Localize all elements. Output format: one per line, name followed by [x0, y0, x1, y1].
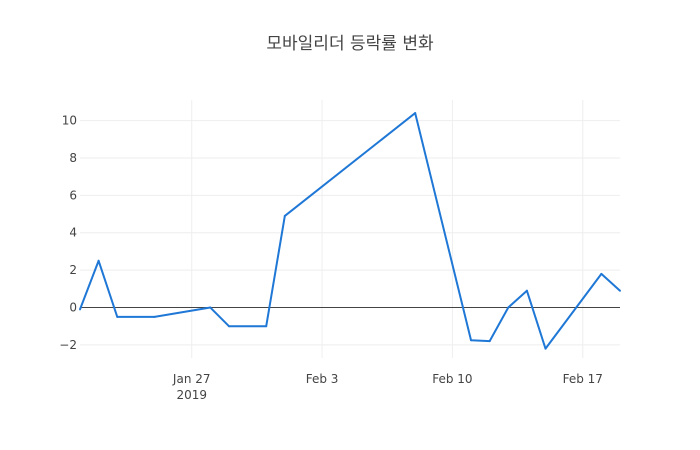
data-point: [600, 272, 603, 275]
data-point: [116, 315, 119, 318]
data-point: [283, 214, 286, 217]
x-tick-label: Feb 10: [432, 372, 472, 386]
y-tick-label: 8: [69, 151, 77, 165]
data-point: [227, 325, 230, 328]
y-tick-label: 0: [69, 301, 77, 315]
y-tick-label: 6: [69, 188, 77, 202]
data-point: [488, 340, 491, 343]
x-tick-year-label: 2019: [176, 388, 207, 402]
x-tick-label: Jan 27: [172, 372, 211, 386]
x-tick-label: Feb 3: [306, 372, 339, 386]
x-axis-ticks: Jan 27 2019 Feb 3 Feb 10 Feb 17: [172, 372, 603, 402]
series-line: [79, 112, 621, 350]
data-point: [209, 306, 212, 309]
data-point: [470, 339, 473, 342]
chart-title: 모바일리더 등락률 변화: [266, 34, 434, 54]
y-tick-label: 2: [69, 263, 77, 277]
grid-lines: [80, 100, 620, 358]
data-point: [507, 306, 510, 309]
data-point: [79, 308, 81, 311]
y-tick-label: 4: [69, 226, 77, 240]
series-group: [79, 112, 621, 350]
data-point: [265, 325, 268, 328]
data-point: [619, 289, 621, 292]
y-tick-label: 10: [62, 114, 77, 128]
data-point: [97, 259, 100, 262]
data-point: [153, 315, 156, 318]
x-tick-label: Feb 17: [563, 372, 603, 386]
data-point: [525, 289, 528, 292]
data-point: [544, 347, 547, 350]
data-point: [414, 112, 417, 115]
y-tick-label: −2: [59, 338, 77, 352]
y-axis-ticks: −2 0 2 4 6 8 10: [59, 114, 77, 352]
